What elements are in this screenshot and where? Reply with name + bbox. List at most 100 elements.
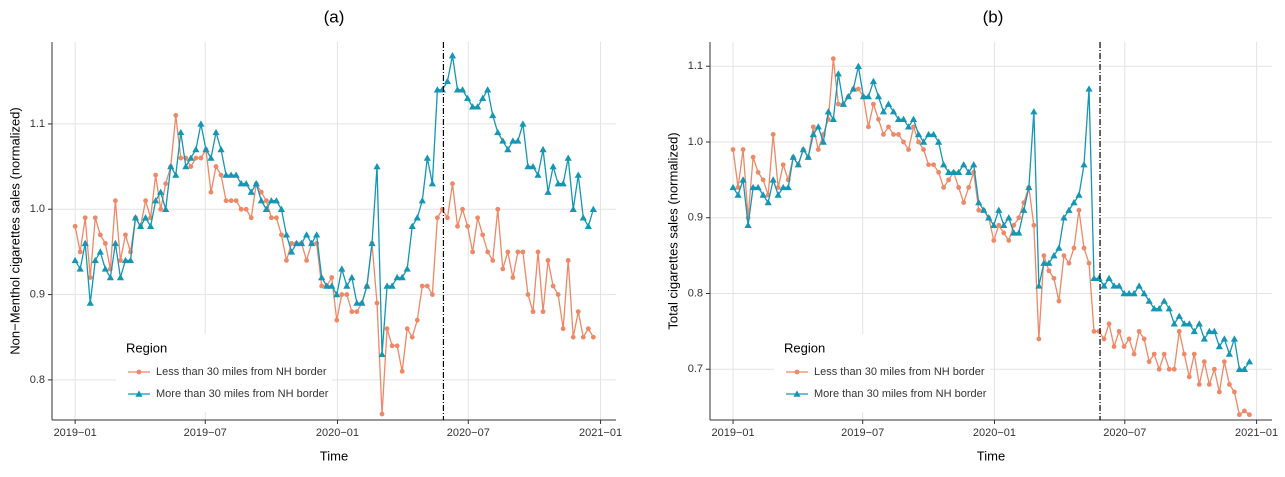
point [754,183,762,191]
point [764,198,772,206]
point [1155,305,1163,312]
point [799,145,807,153]
y-tick-label: 1.0 [30,203,45,215]
point [86,299,94,306]
point [438,86,447,93]
point [1070,198,1078,206]
point [368,239,376,247]
point [876,116,881,122]
point [445,215,450,221]
point [116,273,125,281]
legend-marker [136,369,142,375]
point [509,137,517,144]
point [354,309,360,315]
point [389,343,395,349]
point [403,265,411,272]
point [744,221,752,229]
x-tick-label: 2020−01 [316,427,359,439]
point [277,205,286,212]
point [348,273,356,281]
point [475,215,481,221]
point [525,292,531,297]
point [1006,238,1012,243]
point [886,124,891,130]
point [734,191,742,198]
point [504,145,512,153]
point [1106,321,1112,327]
legend-marker [794,369,800,375]
point [1065,206,1073,213]
point [739,176,747,183]
point [393,273,401,281]
point [177,128,185,136]
point [267,197,275,204]
point [505,249,511,255]
point [1016,215,1022,221]
point [279,232,284,238]
point [141,214,150,221]
point [899,115,908,122]
legend-background [774,334,990,412]
point [1040,259,1048,266]
point [1086,260,1092,266]
point [289,240,294,246]
point [500,266,506,272]
point [1100,282,1108,289]
point [118,258,123,263]
point [1055,244,1063,251]
point [759,191,767,198]
point [237,180,245,187]
point [530,309,536,315]
point [1061,253,1067,259]
point [353,299,361,306]
point [1005,214,1013,221]
point [1140,289,1148,297]
point [729,183,737,191]
point [440,206,445,212]
point [1045,259,1053,266]
point [1146,359,1152,365]
point [775,185,781,190]
point [1000,221,1008,229]
point [945,168,953,175]
point [874,92,883,100]
point [1141,336,1147,342]
point [730,147,736,152]
point [418,197,426,204]
point [1135,282,1143,289]
point [302,231,311,238]
point [334,317,340,323]
point [1036,336,1042,342]
point [328,282,336,289]
legend-marker [135,390,143,397]
point [589,205,597,212]
x-tick-label: 2019−01 [54,427,97,439]
point [429,292,435,297]
point [575,309,581,315]
point [470,249,476,255]
point [192,145,200,153]
legend: Region Less than 30 miles from NH border M… [774,334,990,412]
point [970,161,978,168]
point [384,326,390,332]
point [434,215,440,221]
point [232,171,240,178]
point [318,273,326,281]
point [1025,183,1033,191]
point [76,265,84,272]
point [1225,350,1233,357]
point [1180,320,1188,327]
point [774,191,782,198]
point [136,222,145,230]
point [809,130,817,138]
point [424,283,430,289]
point [904,123,913,130]
point [111,239,119,247]
point [282,231,291,238]
point [233,198,239,204]
point [223,198,229,204]
point [388,282,396,289]
y-tick-label: 0.8 [688,287,703,299]
point [247,188,255,195]
point [363,282,371,289]
